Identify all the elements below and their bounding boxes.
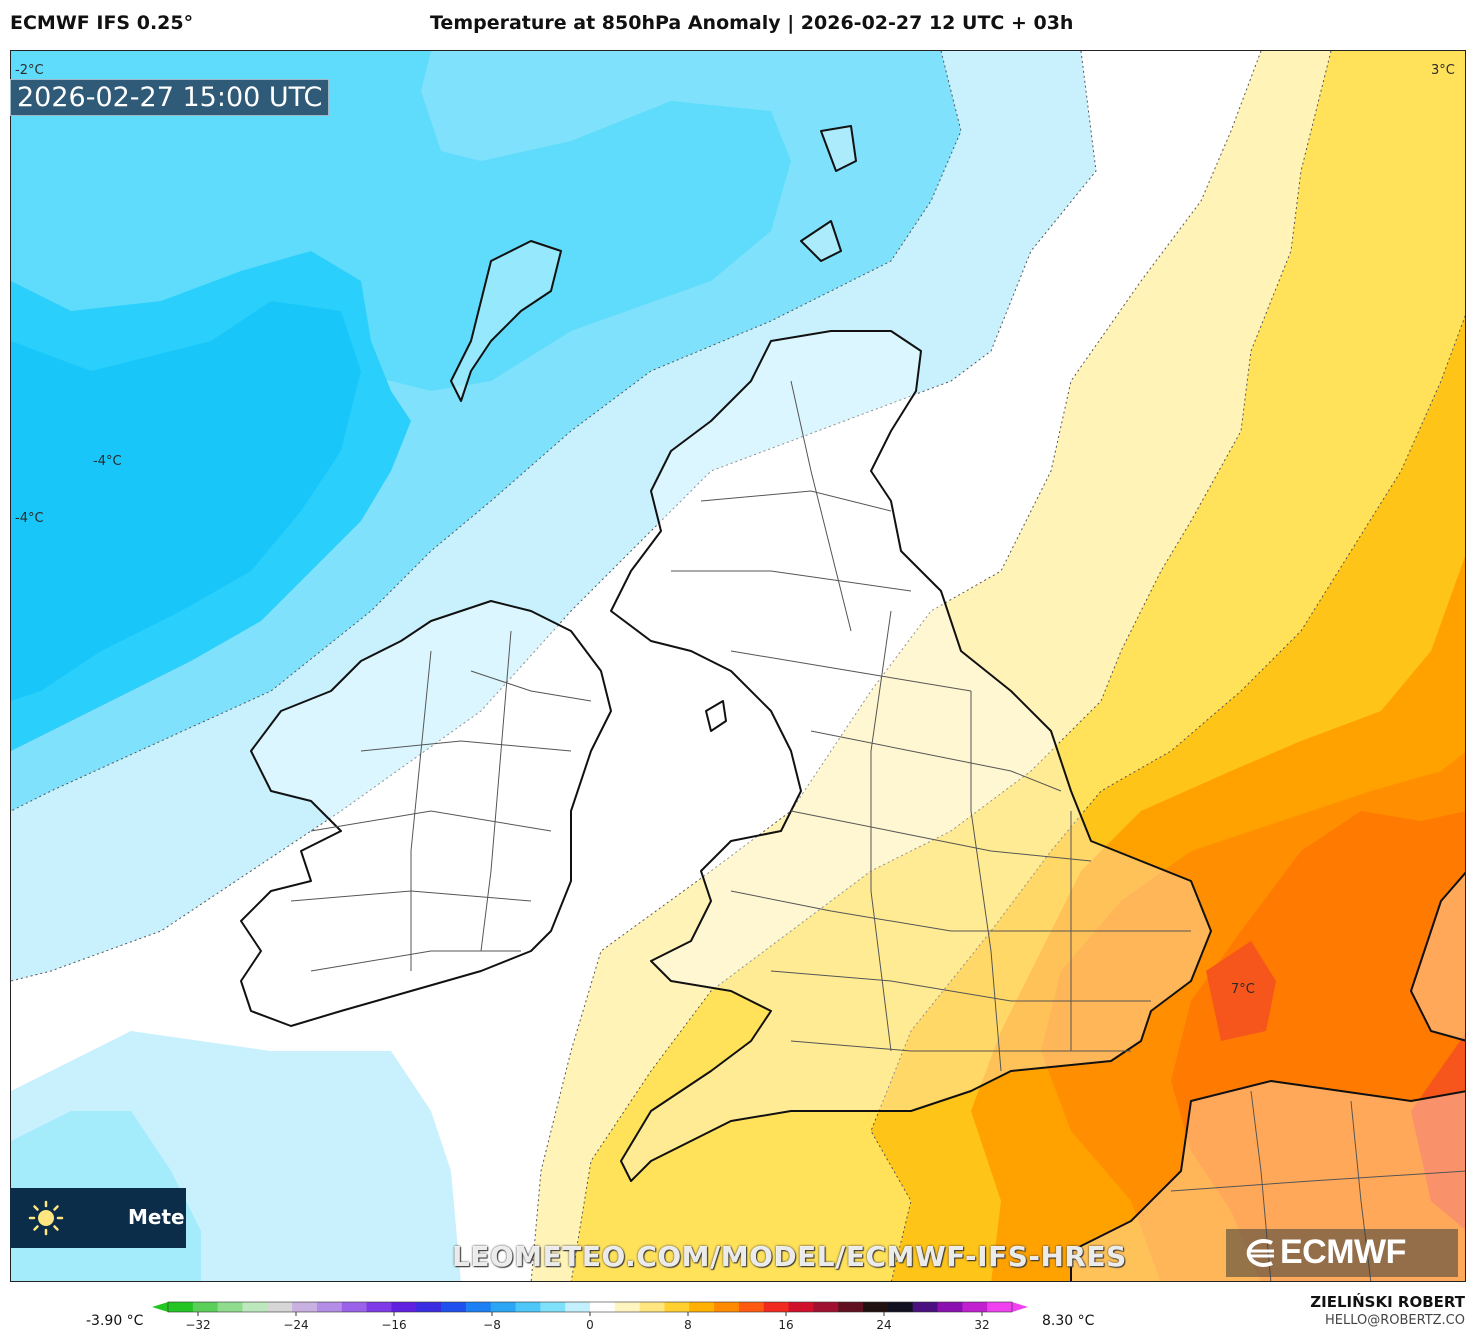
colorbar-tick-label: −8	[483, 1318, 501, 1332]
colorbar-swatch	[614, 1302, 641, 1312]
colorbar-swatch	[316, 1302, 343, 1312]
ecmwf-swirl-icon	[1246, 1239, 1274, 1267]
shetland-outline	[820, 125, 857, 172]
colorbar-tick-label: −16	[381, 1318, 406, 1332]
colorbar-swatch	[887, 1302, 914, 1312]
ecmwf-logo-text: ECMWF	[1280, 1233, 1406, 1271]
band-plus-7	[1206, 941, 1276, 1041]
author-name: ZIELIŃSKI ROBERT	[1310, 1293, 1465, 1311]
isle-of-man-outline	[705, 700, 727, 732]
colorbar-min-value: -3.90 °C	[86, 1313, 144, 1329]
contour-label-plus7: 7°C	[1231, 982, 1255, 997]
author-credit: ZIELIŃSKI ROBERT HELLO@ROBERTZ.CO	[1310, 1293, 1465, 1328]
orkney-outline	[800, 220, 842, 262]
author-email: HELLO@ROBERTZ.CO	[1324, 1313, 1465, 1328]
colorbar-swatch	[292, 1302, 318, 1312]
colorbar-swatch	[416, 1302, 442, 1312]
band-minus-4b	[11, 301, 361, 701]
contour-label-minus2: -2°C	[15, 63, 44, 78]
colorbar-swatch	[813, 1302, 839, 1312]
colorbar-swatch	[217, 1302, 243, 1312]
colorbar-swatch	[763, 1302, 790, 1312]
ireland-outline	[240, 600, 612, 1027]
colorbar-swatch	[664, 1302, 690, 1312]
anomaly-map[interactable]: -2°C 3°C -4°C -4°C 7°C	[10, 50, 1466, 1282]
contour-label-plus3: 3°C	[1431, 63, 1455, 78]
colorbar-swatch	[391, 1302, 417, 1312]
colorbar-min-arrow	[152, 1302, 168, 1312]
colorbar-swatch	[714, 1302, 740, 1312]
model-label: ECMWF IFS 0.25°	[10, 12, 194, 34]
source-watermark: LEOMETEO.COM/MODEL/ECMWF-IFS-HRES	[452, 1240, 1127, 1273]
colorbar-swatch	[689, 1302, 715, 1312]
colorbar-swatch	[788, 1302, 814, 1312]
colorbar-swatch	[192, 1302, 219, 1312]
colorbar-max-arrow	[1012, 1302, 1028, 1312]
colorbar-tick-label: −32	[185, 1318, 210, 1332]
colorbar-swatch	[565, 1302, 591, 1312]
colorbar-swatch	[912, 1302, 939, 1312]
colorbar-swatch	[490, 1302, 517, 1312]
colorbar-swatch	[242, 1302, 268, 1312]
colorbar-tick-label: −24	[283, 1318, 308, 1332]
colorbar-swatch	[267, 1302, 293, 1312]
valid-time-label: 2026-02-27 15:00 UTC	[10, 79, 330, 116]
sun-icon	[28, 1200, 64, 1236]
colorbar-swatch	[590, 1302, 616, 1312]
colorbar-tick-label: 32	[974, 1318, 989, 1332]
colorbar-swatch	[639, 1302, 665, 1312]
ecmwf-logo: ECMWF	[1226, 1229, 1458, 1277]
colorbar-tick-label: 24	[876, 1318, 891, 1332]
colorbar-tick-label: 16	[778, 1318, 793, 1332]
meteo-brand-box: Meteo	[10, 1188, 186, 1248]
contour-label-minus4-b: -4°C	[15, 511, 44, 526]
colorbar-swatch	[341, 1302, 368, 1312]
meteo-brand-text: Meteo	[128, 1205, 184, 1229]
britain-outline	[610, 330, 1212, 1182]
netherlands-outline	[1410, 871, 1465, 1042]
colorbar: −32 −24 −16 −8 0 8 16 24 32	[152, 1301, 1028, 1332]
colorbar-swatch	[515, 1302, 541, 1312]
contour-label-minus4-a: -4°C	[93, 454, 122, 469]
colorbar-swatch	[366, 1302, 392, 1312]
colorbar-swatch	[838, 1302, 864, 1312]
colorbar-max-value: 8.30 °C	[1042, 1313, 1095, 1329]
colorbar-swatch	[540, 1302, 566, 1312]
colorbar-swatch	[465, 1302, 492, 1312]
colorbar-tick-label: 8	[684, 1318, 692, 1332]
colorbar-swatch	[987, 1302, 1013, 1312]
band-plus-7-east	[1411, 1033, 1465, 1230]
hebrides-outline	[450, 240, 562, 402]
band-plus-6	[1171, 811, 1465, 1281]
colorbar-swatch	[738, 1302, 765, 1312]
chart-title: Temperature at 850hPa Anomaly | 2026-02-…	[430, 12, 1074, 34]
colorbar-swatch	[441, 1302, 467, 1312]
colorbar-swatch	[168, 1302, 194, 1312]
colorbar-swatch	[863, 1302, 889, 1312]
colorbar-tick-label: 0	[586, 1318, 594, 1332]
colorbar-swatch	[937, 1302, 963, 1312]
colorbar-swatch	[962, 1302, 988, 1312]
